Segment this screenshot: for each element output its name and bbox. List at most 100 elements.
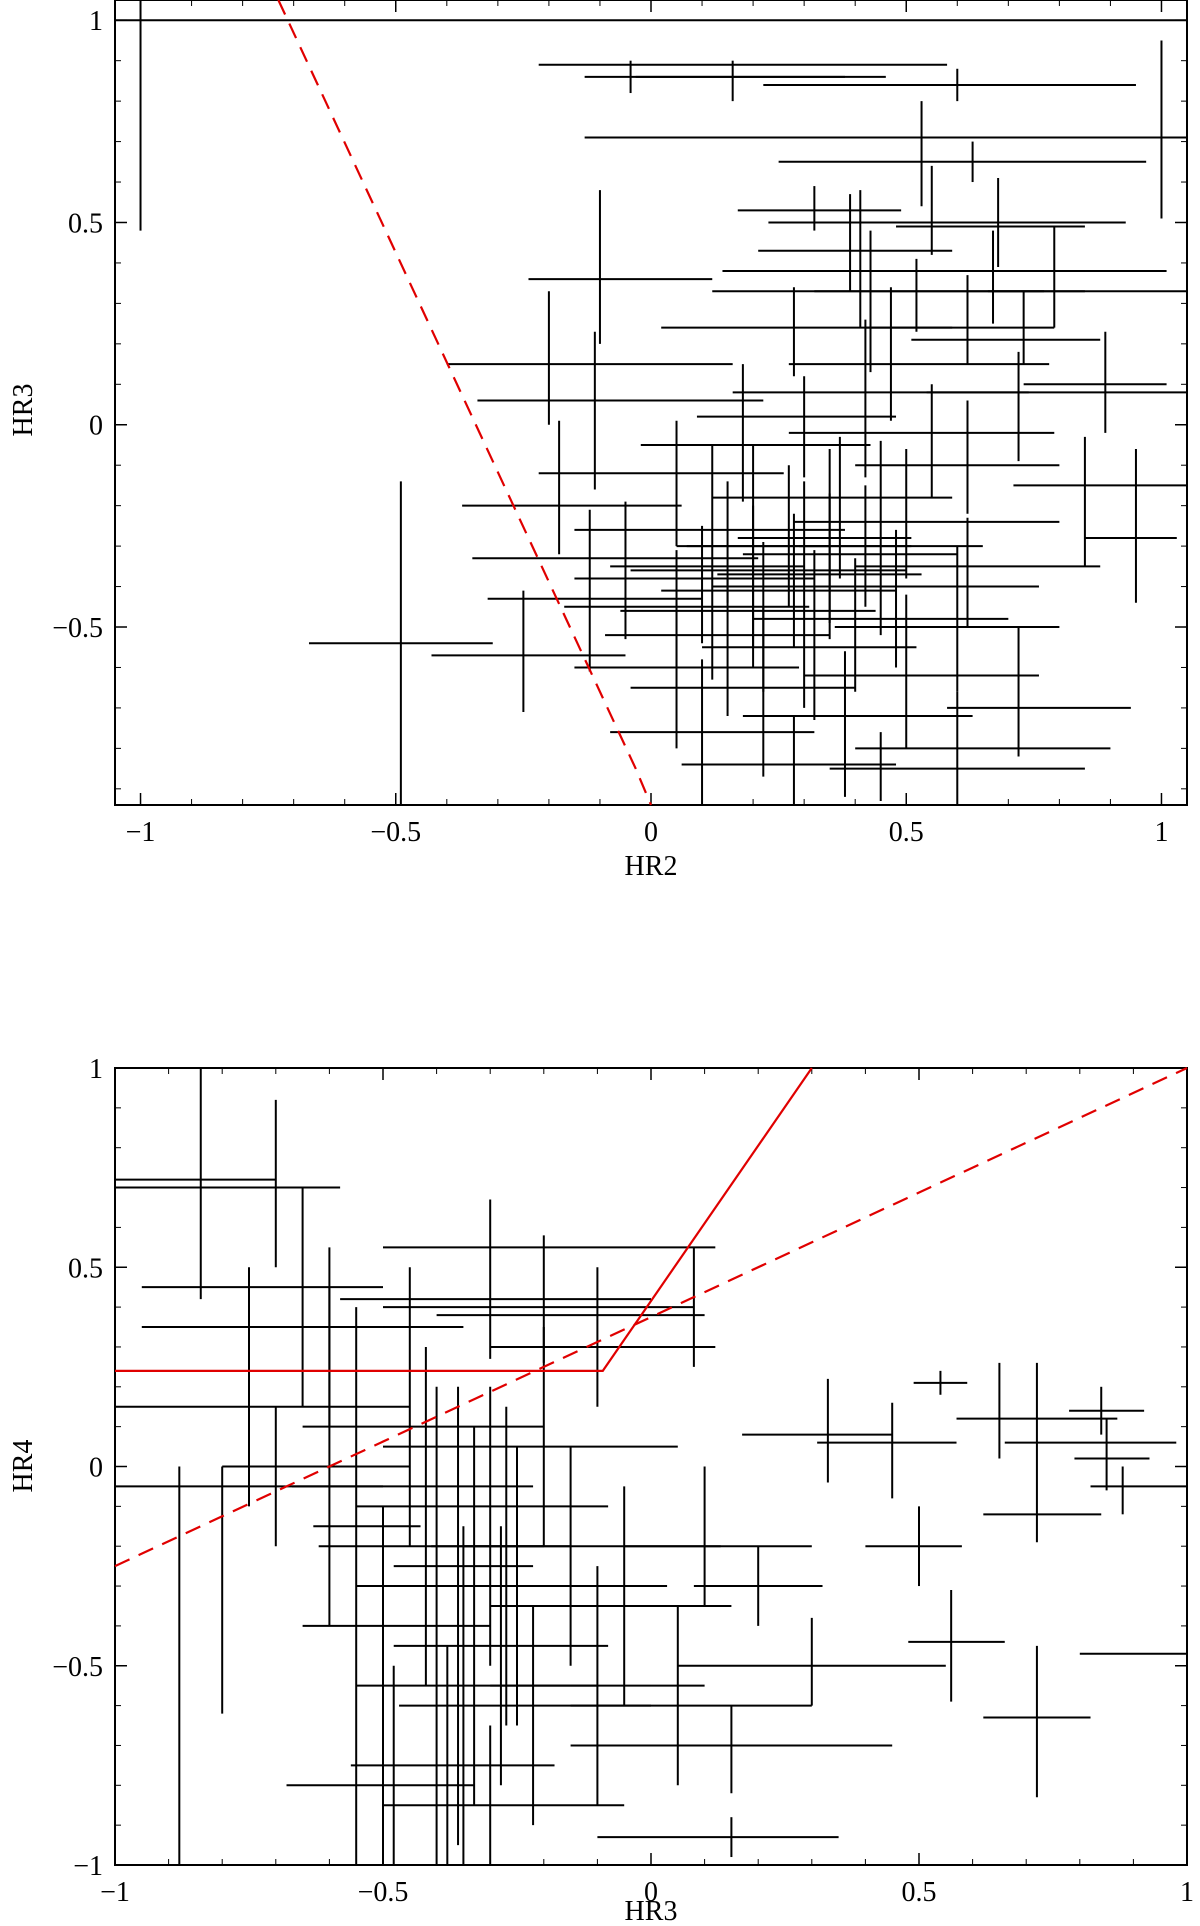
x-tick-label: 1 xyxy=(1180,1877,1194,1908)
data-point xyxy=(788,384,1055,498)
data-point xyxy=(702,550,917,721)
top-panel: −1 −0.5 0 0.5 1 1 0.5 0 −0.5 HR2 HR3 xyxy=(8,0,1188,882)
data-point xyxy=(490,1267,716,1407)
x-tick-label: 0.5 xyxy=(902,1877,937,1908)
data-point xyxy=(686,465,912,607)
data-point xyxy=(350,1645,555,1865)
data-point xyxy=(620,542,876,692)
data-point xyxy=(742,1378,893,1483)
data-point xyxy=(926,351,1187,462)
data-point xyxy=(677,1617,946,1706)
x-tick-label: −1 xyxy=(100,1877,130,1908)
data-point xyxy=(477,331,764,490)
bottom-y-axis-label: HR4 xyxy=(8,1440,39,1493)
x-tick-label: 0.5 xyxy=(889,817,924,848)
data-point xyxy=(834,546,1060,692)
data-point xyxy=(768,165,1126,255)
y-tick-label: −0.5 xyxy=(52,1652,103,1683)
top-ticks: −1 −0.5 0 0.5 1 1 0.5 0 −0.5 xyxy=(52,0,1187,848)
x-tick-label: 1 xyxy=(1154,817,1168,848)
data-point xyxy=(1069,1386,1145,1435)
y-tick-label: −1 xyxy=(73,1851,103,1882)
data-point xyxy=(574,525,815,644)
data-point xyxy=(696,376,897,478)
bottom-reference-lines xyxy=(114,1067,1188,1568)
data-point xyxy=(490,1566,705,1806)
data-point xyxy=(570,1605,812,1786)
y-tick-label: 0.5 xyxy=(68,208,103,239)
data-point xyxy=(115,1267,410,1507)
data-point xyxy=(793,449,1060,579)
data-point xyxy=(640,364,871,502)
data-point xyxy=(393,1386,534,1846)
x-tick-label: −0.5 xyxy=(358,1877,409,1908)
data-point xyxy=(987,226,1187,328)
data-point xyxy=(1074,1418,1150,1491)
data-point xyxy=(597,1817,839,1858)
data-point xyxy=(610,444,805,680)
data-point xyxy=(462,420,682,555)
data-point xyxy=(855,691,1111,805)
data-point xyxy=(308,481,493,805)
data-point xyxy=(141,1187,383,1407)
data-point xyxy=(574,602,800,749)
data-point xyxy=(855,517,1101,628)
data-point xyxy=(570,1705,893,1794)
top-x-axis-label: HR2 xyxy=(625,851,678,882)
data-point xyxy=(1013,436,1187,567)
data-point xyxy=(947,627,1131,757)
data-point xyxy=(610,659,815,805)
data-point xyxy=(383,1327,678,1547)
data-point xyxy=(383,1725,625,1865)
data-point xyxy=(356,1386,609,1666)
top-plot-frame xyxy=(114,0,1188,806)
y-tick-label: 0 xyxy=(89,411,103,442)
data-point xyxy=(712,230,1085,373)
data-point xyxy=(676,444,830,668)
data-point xyxy=(222,1287,410,1626)
data-point xyxy=(865,275,1055,365)
x-tick-label: −1 xyxy=(126,817,156,848)
data-point xyxy=(1004,1362,1177,1543)
y-tick-label: −0.5 xyxy=(52,613,103,644)
data-point xyxy=(908,1590,1005,1702)
data-point xyxy=(788,287,1050,421)
data-point xyxy=(1023,331,1167,433)
data-point xyxy=(712,436,953,579)
data-point xyxy=(693,1546,823,1626)
y-tick-label: 0 xyxy=(89,1453,103,1484)
data-point xyxy=(393,1526,609,1786)
data-point xyxy=(624,1466,812,1606)
data-point xyxy=(463,1446,721,1666)
data-point xyxy=(661,287,953,377)
dashed-boundary-line xyxy=(114,1067,1188,1568)
data-point xyxy=(115,1099,341,1268)
y-tick-label: 1 xyxy=(89,6,103,37)
bottom-data-layer xyxy=(115,1068,1187,1865)
data-point xyxy=(778,141,1147,183)
data-point xyxy=(115,1068,276,1300)
data-point xyxy=(829,732,1085,801)
top-reference-lines xyxy=(277,0,653,806)
top-y-axis-label: HR3 xyxy=(8,384,39,437)
data-point xyxy=(446,291,733,425)
data-point xyxy=(635,60,886,102)
y-tick-label: 0.5 xyxy=(68,1253,103,1284)
dashed-boundary-line xyxy=(277,0,653,806)
data-point xyxy=(817,1402,957,1499)
data-point xyxy=(865,1506,962,1587)
data-point xyxy=(356,1426,635,1806)
data-point xyxy=(340,1199,651,1359)
data-point xyxy=(528,190,713,344)
data-point xyxy=(913,1370,968,1395)
data-point xyxy=(584,101,1177,207)
data-point xyxy=(799,440,983,636)
data-point xyxy=(431,1406,571,1726)
data-point xyxy=(814,258,1045,332)
data-point xyxy=(630,606,856,777)
top-data-layer xyxy=(115,0,1187,805)
data-point xyxy=(490,1486,732,1706)
data-point xyxy=(538,420,784,547)
data-point xyxy=(860,230,1167,324)
data-point xyxy=(1090,1466,1187,1515)
